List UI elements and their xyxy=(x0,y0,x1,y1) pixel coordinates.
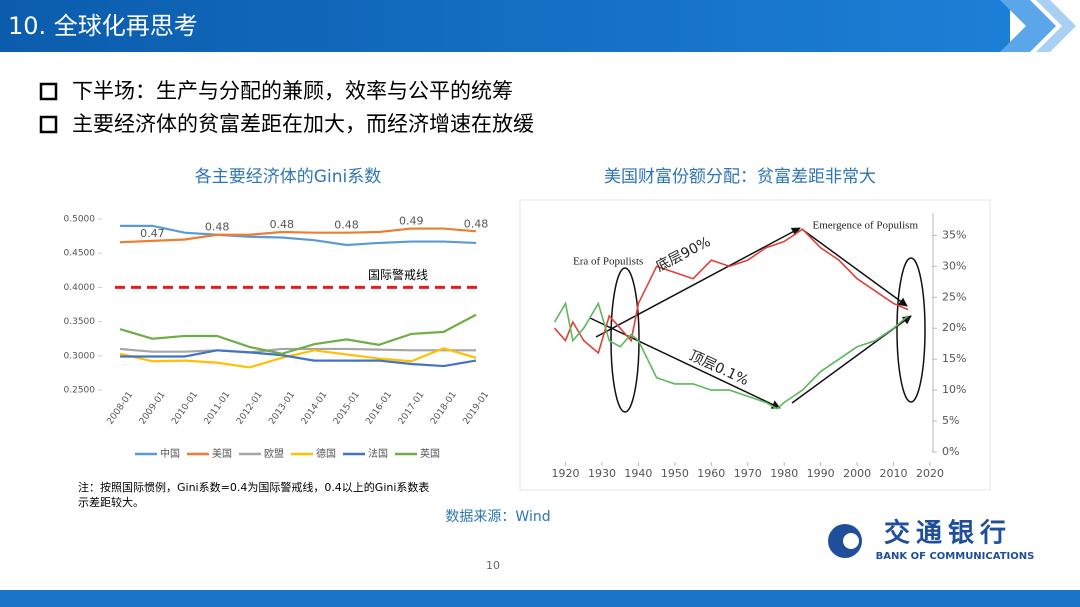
chart-title: 美国财富份额分配：贫富差距非常大 xyxy=(604,167,876,187)
series-line xyxy=(553,301,909,410)
x-tick-label: 2010 xyxy=(880,467,908,480)
logo-mark xyxy=(843,533,859,549)
y-tick-label: 0.3000 xyxy=(64,351,96,361)
series-line xyxy=(120,349,477,368)
x-tick-label: 1980 xyxy=(770,467,798,480)
note: 注：按照国际惯例，Gini系数=0.4为国际警戒线，0.4以上的Gini系数表 xyxy=(78,480,429,494)
data-label: 0.49 xyxy=(399,215,424,228)
y-tick-label: 30% xyxy=(942,259,966,272)
annotation: Era of Populists xyxy=(573,256,643,268)
annotation: Emergence of Populism xyxy=(813,220,919,232)
legend-label: 法国 xyxy=(368,447,388,460)
header-title: 10. 全球化再思考 xyxy=(8,12,198,40)
legend-label: 美国 xyxy=(212,447,232,460)
x-tick-label: 1940 xyxy=(624,467,652,480)
x-tick-label: 1920 xyxy=(552,467,580,480)
y-tick-label: 0.2500 xyxy=(64,386,96,396)
page-number: 10 xyxy=(486,559,500,572)
data-label: 0.48 xyxy=(270,218,295,231)
y-tick-label: 0.5000 xyxy=(64,215,96,225)
x-tick-label: 1950 xyxy=(661,467,689,480)
chart-title: 各主要经济体的Gini系数 xyxy=(195,167,381,187)
series-line xyxy=(119,313,477,355)
header-bar xyxy=(0,0,1010,52)
series-line xyxy=(553,228,909,355)
y-tick-label: 10% xyxy=(942,383,966,396)
data-label: 0.48 xyxy=(464,217,489,230)
legend-label: 英国 xyxy=(420,447,440,460)
y-tick-label: 25% xyxy=(942,290,966,303)
y-tick-label: 0.4000 xyxy=(64,283,96,293)
y-tick-label: 20% xyxy=(942,321,966,334)
highlight-ellipse xyxy=(610,267,640,413)
logo-name: 交通银行 xyxy=(884,518,1012,549)
x-tick-label: 1970 xyxy=(734,467,762,480)
y-tick-label: 15% xyxy=(942,352,966,365)
y-tick-label: 0% xyxy=(942,445,959,458)
legend-label: 德国 xyxy=(316,447,336,460)
legend-label: 欧盟 xyxy=(264,448,284,460)
x-tick-label: 2020 xyxy=(916,467,944,480)
x-tick-label: 1930 xyxy=(588,467,616,480)
threshold-label: 国际警戒线 xyxy=(368,267,428,282)
legend-label: 中国 xyxy=(160,447,180,460)
y-tick-label: 35% xyxy=(942,228,966,241)
arrow xyxy=(802,229,908,307)
arrow xyxy=(595,227,801,338)
series-line xyxy=(119,227,477,244)
x-tick-label: 2000 xyxy=(843,467,871,480)
highlight-ellipse xyxy=(896,257,926,403)
chevron xyxy=(1000,0,1056,52)
series-line xyxy=(119,347,477,369)
series-line xyxy=(120,224,477,247)
x-tick-label: 1990 xyxy=(807,467,835,480)
data-label: 0.48 xyxy=(205,221,230,234)
y-tick-label: 5% xyxy=(942,414,959,427)
data-label: 0.47 xyxy=(140,227,165,240)
chevron xyxy=(1036,0,1076,52)
data-label: 0.48 xyxy=(334,219,359,232)
arrow xyxy=(589,317,781,409)
note: 示差距较大。 xyxy=(78,495,144,509)
y-tick-label: 0.4500 xyxy=(64,249,96,259)
x-tick-label: 1960 xyxy=(697,467,725,480)
bullet: 主要经济体的贫富差距在加大，而经济增速在放缓 xyxy=(72,112,534,136)
bullet-box xyxy=(39,115,58,134)
footer-bar xyxy=(0,590,1080,607)
y-tick-label: 0.3500 xyxy=(64,317,96,327)
chart-frame xyxy=(519,199,991,491)
source: 数据来源：Wind xyxy=(445,509,550,525)
bullet-box xyxy=(39,82,58,101)
bullet: 下半场：生产与分配的兼顾，效率与公平的统筹 xyxy=(72,79,513,103)
logo-english: BANK OF COMMUNICATIONS xyxy=(876,551,1035,562)
